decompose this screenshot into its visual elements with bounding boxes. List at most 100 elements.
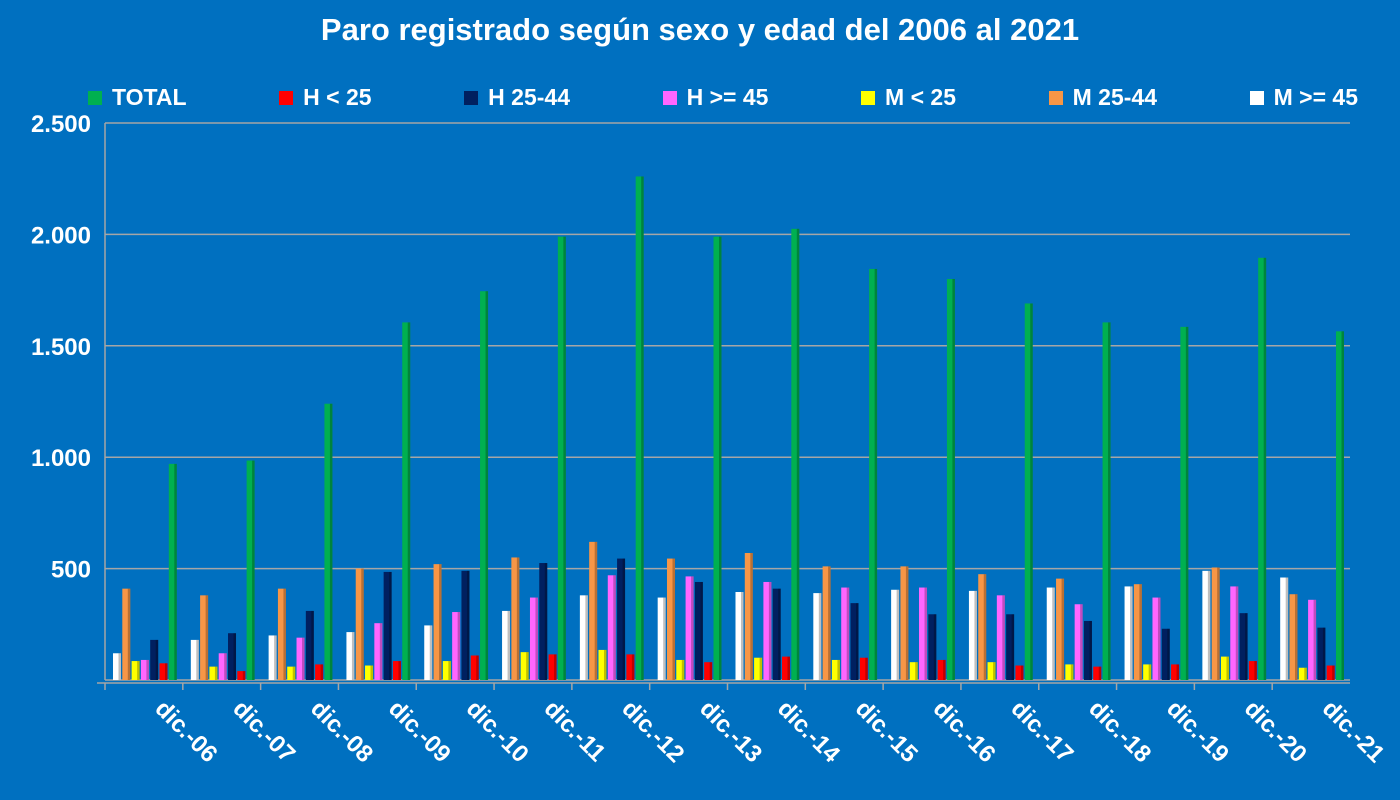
x-tick-label: dic.-17 xyxy=(1006,695,1079,768)
bar xyxy=(315,664,324,680)
bar xyxy=(635,176,644,681)
bar-side xyxy=(631,654,635,680)
bar xyxy=(1230,586,1239,680)
bar xyxy=(287,666,296,680)
bar-side xyxy=(457,612,461,680)
bar-side xyxy=(127,588,131,680)
bar xyxy=(946,278,955,680)
x-tick-label: dic.-11 xyxy=(539,695,611,767)
x-tick-label: dic.-09 xyxy=(383,695,456,768)
bar-side xyxy=(1089,620,1092,680)
bar xyxy=(744,553,753,680)
legend-swatch xyxy=(1048,90,1063,105)
bar xyxy=(1056,578,1065,680)
bar-side xyxy=(398,661,401,680)
bar xyxy=(928,614,937,680)
bar xyxy=(813,593,822,680)
bar-side xyxy=(370,665,374,680)
bar-side xyxy=(1304,667,1307,680)
bar-side xyxy=(1011,614,1015,680)
x-tick-label: dic.-10 xyxy=(461,695,534,768)
bar-side xyxy=(924,587,928,680)
bar xyxy=(1161,628,1170,680)
legend: TOTAL H < 25 H 25-44 H >= 45 M < 25 M 25-44 M … xyxy=(88,84,1358,111)
bar-side xyxy=(1285,577,1289,680)
bar-side xyxy=(137,661,140,680)
bar-side xyxy=(856,603,859,680)
bar xyxy=(424,625,433,680)
bar xyxy=(296,637,305,680)
bar xyxy=(324,403,333,680)
bar xyxy=(305,610,314,680)
bar-side xyxy=(439,564,442,680)
bar-side xyxy=(700,581,703,680)
y-tick-label: 2.500 xyxy=(31,111,91,138)
bar xyxy=(159,663,168,680)
y-tick-label: 2.000 xyxy=(31,222,91,249)
bar xyxy=(113,653,121,680)
bar-side xyxy=(274,635,277,680)
bar-side xyxy=(1061,578,1065,680)
bar xyxy=(978,574,987,680)
bar xyxy=(822,566,831,680)
bar-side xyxy=(1020,665,1024,680)
legend-label: TOTAL xyxy=(112,84,187,110)
bar-side xyxy=(351,632,355,680)
bar-side xyxy=(476,655,479,680)
bar xyxy=(1308,599,1317,680)
bar xyxy=(694,581,703,680)
bar xyxy=(763,581,772,680)
bar-side xyxy=(1148,664,1152,680)
bar-side xyxy=(214,666,218,680)
bar xyxy=(1239,613,1248,680)
bar xyxy=(617,558,626,680)
bar xyxy=(131,661,140,680)
bar xyxy=(1180,326,1189,680)
bar-side xyxy=(905,566,909,680)
bar xyxy=(968,590,977,680)
bar-side xyxy=(943,659,946,680)
bar xyxy=(900,566,909,680)
x-tick-label: dic.-16 xyxy=(928,695,1001,768)
bar xyxy=(402,322,411,680)
bar-side xyxy=(1080,604,1083,680)
bar xyxy=(1326,665,1335,680)
bar-side xyxy=(224,653,227,680)
bar-side xyxy=(1245,613,1248,680)
bar-side xyxy=(585,595,588,680)
bar xyxy=(461,570,470,680)
bar-side xyxy=(1098,666,1102,680)
bar xyxy=(392,661,401,680)
bar-side xyxy=(1185,326,1189,680)
x-tick-label: dic.-13 xyxy=(694,695,767,768)
bar-side xyxy=(759,657,763,680)
bar xyxy=(511,557,520,680)
bar xyxy=(735,591,744,680)
x-tick-label: dic.-12 xyxy=(617,695,690,768)
bar xyxy=(754,657,763,680)
bar xyxy=(666,558,675,680)
bar-side xyxy=(1226,656,1229,680)
bar xyxy=(470,655,479,680)
bar-side xyxy=(974,590,977,680)
bar xyxy=(383,571,392,680)
bar xyxy=(657,597,666,680)
bar-side xyxy=(205,595,209,680)
bar-side xyxy=(787,656,790,680)
bar-side xyxy=(1217,567,1220,680)
bar xyxy=(850,603,859,680)
bar-side xyxy=(874,268,878,680)
bar xyxy=(1280,577,1289,680)
bar-side xyxy=(750,553,753,680)
bar xyxy=(480,291,489,680)
bar xyxy=(869,268,878,680)
bar xyxy=(237,671,246,680)
legend-label: H < 25 xyxy=(303,84,372,110)
x-tick-label: dic.-15 xyxy=(850,695,923,768)
bar xyxy=(557,236,566,681)
bar-side xyxy=(622,558,626,680)
y-tick-label: 1.500 xyxy=(31,334,91,361)
bar-side xyxy=(672,558,675,680)
bar-side xyxy=(407,322,411,680)
bar-side xyxy=(1322,627,1326,680)
